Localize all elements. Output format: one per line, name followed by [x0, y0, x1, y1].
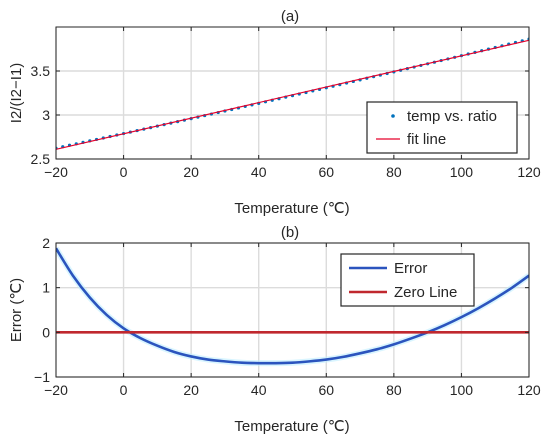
panel-a-ytick-label: 2.5	[31, 151, 51, 167]
panel-a-xtick-label: 120	[517, 164, 541, 180]
panel-a-legend-box	[366, 101, 518, 154]
panel-b: (b) −20 0 20 40 60 80 100 120 −1 0 1 2 Temperature …	[8, 224, 541, 435]
panel-a-ylabel: I2/(I2−I1)	[8, 63, 25, 123]
panel-a-xtick-label: 60	[318, 164, 334, 180]
legend-label-error: Error	[394, 260, 427, 277]
panel-a-legend: temp vs. ratio fit line	[366, 101, 518, 154]
panel-b-legend: Error Zero Line	[340, 253, 475, 307]
panel-b-ytick-label: 1	[42, 280, 50, 296]
panel-b-xtick-label: 0	[120, 382, 128, 398]
panel-b-ylabel: Error (℃)	[8, 278, 25, 342]
panel-a-xtick-label: 40	[251, 164, 267, 180]
panel-b-plot-area	[56, 246, 529, 367]
panel-b-xtick-label: 60	[318, 382, 334, 398]
legend-label-zero-line: Zero Line	[394, 284, 457, 301]
legend-marker-temp-vs-ratio	[391, 114, 395, 118]
panel-b-ticks: −20 0 20 40 60 80 100 120 −1 0 1 2	[34, 235, 541, 398]
panel-b-legend-box	[340, 253, 475, 307]
panel-a-plot-area	[56, 37, 529, 150]
legend-label-temp-vs-ratio: temp vs. ratio	[407, 108, 497, 125]
panel-b-ytick-label: 2	[42, 235, 50, 251]
panel-a-xlabel: Temperature (℃)	[234, 200, 349, 217]
panel-a-xtick-label: 0	[120, 164, 128, 180]
panel-b-ytick-label: 0	[42, 324, 50, 340]
panel-b-xtick-label: 20	[183, 382, 199, 398]
panel-a: (a) −20 0 20 40 60 80 100 120 2.5 3 3.5 Temperatur…	[8, 8, 541, 217]
panel-b-xtick-label: 40	[251, 382, 267, 398]
panel-a-ytick-label: 3.5	[31, 63, 51, 79]
legend-label-fit-line: fit line	[407, 131, 446, 148]
panel-b-xtick-label: 100	[450, 382, 474, 398]
panel-b-xtick-label: 120	[517, 382, 541, 398]
panel-b-ytick-label: −1	[34, 369, 50, 385]
series-line-fit-line	[56, 39, 529, 150]
panel-b-xtick-label: 80	[386, 382, 402, 398]
panel-b-frame	[55, 242, 530, 378]
panel-b-title: (b)	[281, 224, 299, 241]
panel-a-ticks: −20 0 20 40 60 80 100 120 2.5 3 3.5	[31, 27, 541, 180]
panel-a-xtick-label: 20	[183, 164, 199, 180]
panel-a-frame	[55, 26, 530, 160]
panel-a-ytick-label: 3	[42, 107, 50, 123]
panel-b-xlabel: Temperature (℃)	[234, 418, 349, 435]
panel-a-xtick-label: 100	[450, 164, 474, 180]
panel-a-title: (a)	[281, 8, 299, 25]
panel-b-xtick-label: −20	[44, 382, 68, 398]
panel-a-xtick-label: 80	[386, 164, 402, 180]
panel-a-xtick-label: −20	[44, 164, 68, 180]
series-line-error	[56, 247, 529, 365]
